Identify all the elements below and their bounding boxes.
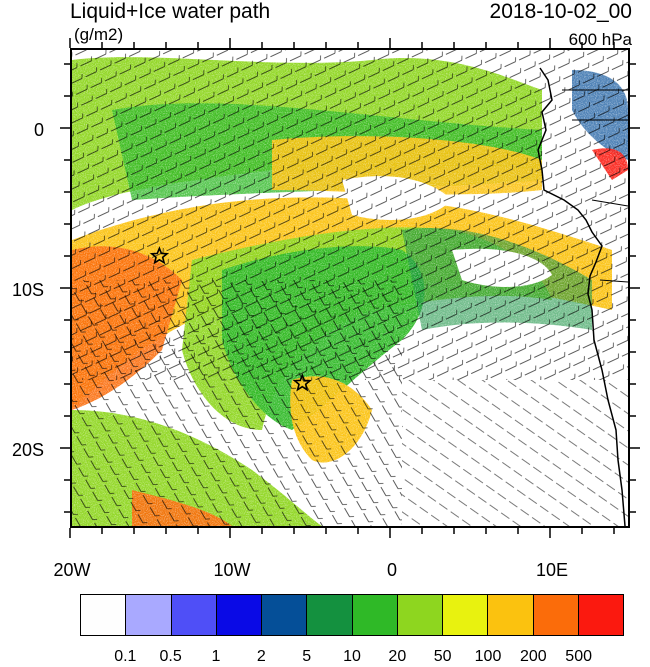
colorbar-label: 20: [388, 648, 407, 665]
star-west-marker: [149, 246, 170, 265]
colorbar-label: 50: [433, 648, 452, 665]
colorbar-swatch: [126, 595, 172, 635]
country-borders: [562, 89, 628, 283]
map-title: Liquid+Ice water path: [70, 0, 271, 23]
colorbar-label: 2: [256, 648, 266, 665]
map-canvas: [72, 50, 628, 526]
lat-label-20s: 20S: [11, 440, 44, 460]
lat-label-10s: 10S: [11, 280, 44, 300]
colorbar-swatch: [352, 595, 398, 635]
pressure-level: 600 hPa: [568, 30, 632, 49]
colorbar-swatch: [397, 595, 443, 635]
map-units: (g/m2): [74, 25, 124, 44]
colorbar-swatch: [216, 595, 262, 635]
colorbar-label: 200: [519, 648, 547, 665]
wind-barbs-southeast: [402, 380, 628, 526]
lon-label-0: 0: [386, 560, 397, 580]
colorbar-label: 100: [474, 648, 502, 665]
colorbar-label: 0.5: [159, 648, 182, 665]
colorbar-swatch: [307, 595, 353, 635]
colorbar-swatch: [533, 595, 579, 635]
colorbar-swatch: [443, 595, 489, 635]
colorbar-swatch: [578, 595, 623, 635]
star-central-marker: [292, 373, 313, 392]
site-markers: [149, 246, 313, 392]
map-date: 2018-10-02_00: [489, 0, 632, 23]
colorbar-label: 1: [211, 648, 221, 665]
colorbar-label: 5: [302, 648, 312, 665]
wind-barbs-southwest: [72, 280, 402, 526]
lat-label-0: 0: [33, 120, 44, 140]
lon-label-10e: 10E: [535, 560, 569, 580]
colorbar-label: 0.1: [114, 648, 137, 665]
colorbar-swatch: [262, 595, 308, 635]
map-plot-area: [70, 48, 630, 528]
colorbar-label: 500: [565, 648, 592, 665]
lon-label-20w: 20W: [53, 560, 91, 580]
colorbar: [80, 594, 624, 636]
lon-label-10w: 10W: [213, 560, 251, 580]
colorbar-swatch: [171, 595, 217, 635]
colorbar-swatch: [488, 595, 534, 635]
colorbar-swatch: [81, 595, 127, 635]
coastline: [537, 67, 626, 526]
colorbar-label: 10: [343, 648, 361, 665]
